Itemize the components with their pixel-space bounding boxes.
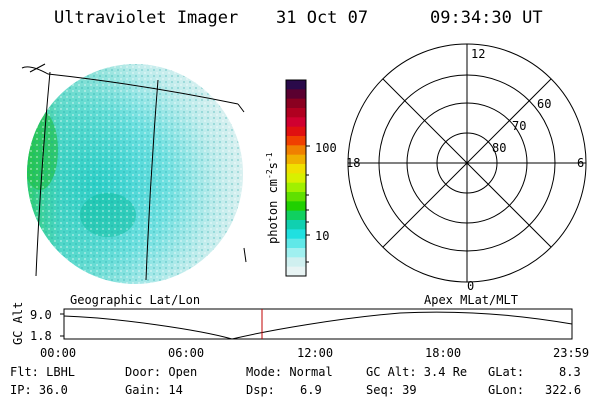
info-mode: Mode: Normal [246,365,333,379]
colorbar-segment [286,257,306,268]
polar-label-6: 6 [577,156,585,170]
instrument-title: Ultraviolet Imager [54,8,239,28]
colorbar-segment [286,182,306,193]
colorbar-segment [286,164,306,174]
earth-disk-image [21,63,247,284]
x-tick-0600: 06:00 [168,346,205,360]
info-glon-value: 322.6 [545,383,582,397]
x-tick-0000: 00:00 [40,346,77,360]
apex-mlat-mlt-label: Apex MLat/MLT [424,293,518,307]
info-gc-alt: GC Alt: 3.4 Re [366,365,468,379]
polar-label-18: 18 [346,156,361,170]
colorbar-tick-100: 100 [315,141,337,155]
gc-alt-strip-chart [60,308,573,340]
colorbar-segment [286,173,306,184]
colorbar-segment [286,192,306,202]
x-tick-1800: 18:00 [425,346,462,360]
date-label: 31 Oct 07 [276,8,369,28]
polar-label-0: 0 [467,279,475,293]
x-tick-2359: 23:59 [553,346,590,360]
colorbar-frame [285,79,307,277]
info-glat-label: GLat: [488,365,525,379]
colorbar-ticks [306,145,310,263]
colorbar-segment [286,117,306,128]
colorbar-segment [286,248,306,258]
polar-lat-80: 80 [492,141,507,155]
polar-lat-60: 60 [537,97,552,111]
colorbar-segment [286,210,306,221]
colorbar-segment [286,201,306,212]
info-gain: Gain: 14 [125,383,183,397]
info-seq: Seq: 39 [366,383,417,397]
polar-label-12: 12 [471,47,486,61]
info-ip: IP: 36.0 [10,383,68,397]
info-glat-value: 8.3 [559,365,581,379]
colorbar-segment [286,89,306,100]
colorbar-segment [286,266,306,277]
colorbar-segment [286,98,306,109]
info-dsp-value: 6.9 [300,383,322,397]
polar-diagonal-2 [382,78,552,248]
geographic-lat-lon-label: Geographic Lat/Lon [70,293,201,307]
colorbar-segment [286,136,306,146]
colorbar-unit-label: photon cm-2s-1 [265,152,280,244]
colorbar-segment [286,108,306,118]
colorbar-segment [286,145,306,156]
colorbar-segment [286,154,306,165]
colorbar-segment [286,229,306,240]
colorbar [285,79,307,277]
x-tick-1200: 12:00 [297,346,334,360]
gc-alt-axis-label: GC Alt [11,301,25,345]
polar-lat-70: 70 [512,119,527,133]
info-dsp-label: Dsp: [246,383,275,397]
polar-plot [347,43,587,283]
colorbar-segment [286,220,306,230]
colorbar-segment [286,80,306,90]
y-tick-1-8: 1.8 [30,329,52,343]
colorbar-segment [286,238,306,249]
info-glon-label: GLon: [488,383,525,397]
info-door: Door: Open [125,365,198,379]
colorbar-tick-10: 10 [315,229,330,243]
info-filter: Flt: LBHL [10,365,76,379]
y-tick-9-0: 9.0 [30,308,52,322]
colorbar-segment [286,126,306,137]
time-label: 09:34:30 UT [430,8,543,28]
